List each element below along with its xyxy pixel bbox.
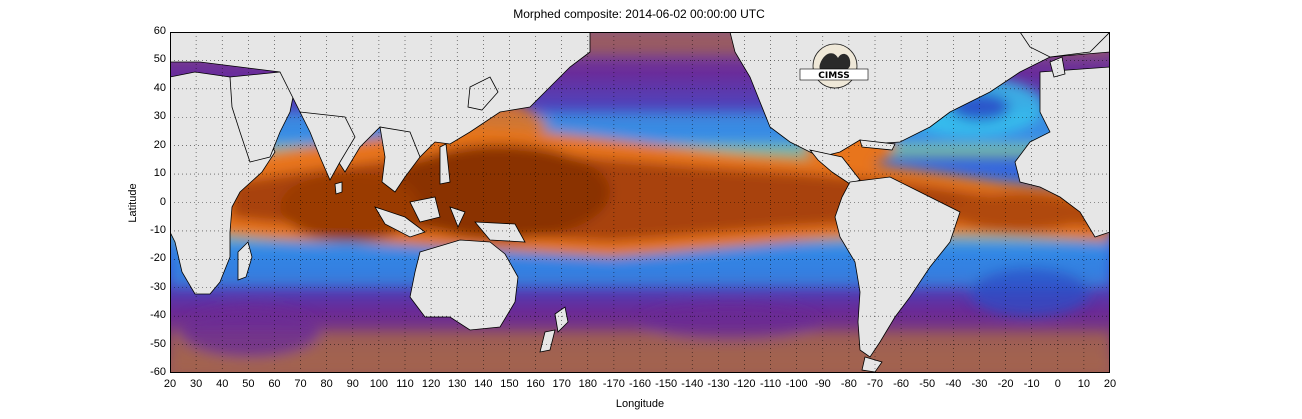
land-japan — [467, 76, 499, 111]
precipitable-water-map: CIMSS — [169, 31, 1111, 373]
y-tick-label: 0 — [159, 195, 166, 208]
y-tick-label: 10 — [153, 167, 166, 180]
y-tick-label: -10 — [150, 223, 166, 236]
cimss-logo: CIMSS — [799, 43, 869, 89]
y-tick-label: 20 — [153, 138, 166, 151]
y-tick-label: -20 — [150, 252, 166, 265]
x-tick-label: -120 — [733, 378, 756, 390]
x-tick-label: 70 — [294, 378, 307, 390]
graticule — [170, 32, 1110, 373]
x-axis-label: Longitude — [615, 398, 665, 410]
x-tick-label: -20 — [997, 378, 1014, 390]
x-tick-label: -30 — [971, 378, 988, 390]
land-indochina — [379, 126, 421, 193]
x-tick-label: -70 — [867, 378, 883, 390]
x-tick-label: 140 — [474, 378, 493, 390]
logo-text: CIMSS — [818, 71, 849, 81]
y-tick-label: 30 — [153, 110, 166, 123]
x-tick-label: 20 — [1103, 378, 1117, 390]
x-tick-label: -110 — [759, 378, 782, 390]
land-australia — [409, 239, 519, 331]
x-tick-label: 10 — [1077, 378, 1090, 390]
x-tick-label: 60 — [268, 378, 281, 390]
x-tick-label: 100 — [369, 378, 389, 390]
y-tick-label: -30 — [150, 280, 166, 293]
land-sumatra-java — [374, 206, 426, 238]
x-tick-label: 130 — [448, 378, 467, 390]
x-tick-label: -150 — [655, 378, 678, 390]
x-tick-label: 90 — [346, 378, 359, 390]
x-tick-label: 180 — [578, 378, 597, 390]
map-frame — [170, 32, 1110, 373]
land-borneo — [409, 196, 441, 223]
x-tick-label: -130 — [707, 378, 730, 390]
x-tick-label: -40 — [945, 378, 962, 390]
x-tick-label: 150 — [500, 378, 519, 390]
x-tick-label: 40 — [216, 378, 229, 390]
y-tick-label: 50 — [153, 53, 166, 66]
land-madagascar — [237, 241, 253, 281]
x-tick-label: -60 — [893, 378, 910, 390]
y-tick-label: 40 — [153, 81, 166, 94]
y-tick-label: -50 — [150, 337, 166, 350]
x-tick-label: 0 — [1054, 378, 1061, 390]
chart-title: Morphed composite: 2014-06-02 00:00:00 U… — [513, 7, 765, 21]
x-tick-label: 170 — [552, 378, 571, 390]
y-axis-label: Latitude — [127, 183, 139, 223]
x-tick-label: -80 — [840, 378, 857, 390]
land-new-guinea — [474, 221, 526, 243]
land-new-zealand — [539, 329, 556, 353]
y-tick-label: -60 — [150, 366, 166, 378]
x-tick-label: -10 — [1023, 378, 1040, 390]
x-tick-label: 160 — [526, 378, 545, 390]
x-tick-label: -140 — [681, 378, 704, 390]
x-tick-label: 20 — [163, 378, 177, 390]
x-tick-label: -100 — [785, 378, 808, 390]
x-tick-label: 30 — [189, 378, 203, 390]
x-tick-label: 120 — [421, 378, 441, 390]
y-tick-label: -40 — [150, 309, 166, 322]
land-india — [299, 111, 356, 181]
x-tick-label: 110 — [396, 378, 414, 390]
map-plot-area: CIMSS — [169, 31, 1111, 373]
x-tick-label: 80 — [320, 378, 333, 390]
x-tick-label: -90 — [814, 378, 831, 390]
x-tick-label: -160 — [628, 378, 652, 390]
x-tick-label: -170 — [602, 378, 625, 390]
x-tick-label: -50 — [919, 378, 936, 390]
y-tick-label: 60 — [153, 25, 166, 37]
x-tick-label: 50 — [242, 378, 255, 390]
